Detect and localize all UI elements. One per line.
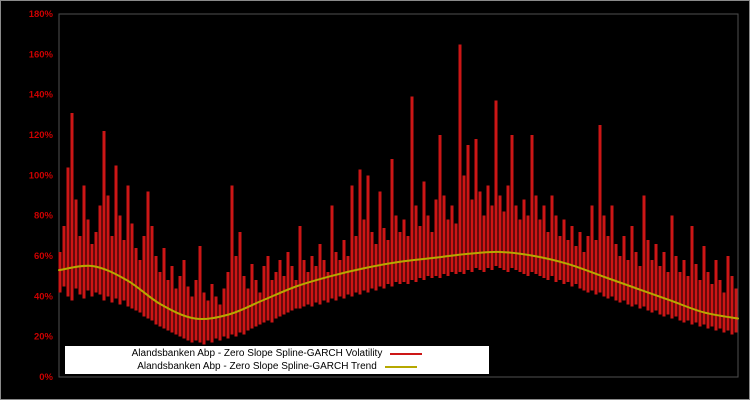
legend-label-trend: Alandsbanken Abp - Zero Slope Spline-GAR…: [137, 360, 377, 372]
legend: Alandsbanken Abp - Zero Slope Spline-GAR…: [65, 346, 489, 374]
y-axis-tick-label: 20%: [34, 332, 54, 343]
legend-label-volatility: Alandsbanken Abp - Zero Slope Spline-GAR…: [131, 347, 383, 359]
y-axis-tick-label: 60%: [34, 251, 54, 262]
y-axis-tick-label: 120%: [29, 130, 54, 141]
plot-border: [58, 13, 739, 378]
y-axis-tick-label: 80%: [34, 211, 54, 222]
volatility-series: [58, 44, 738, 345]
legend-item-volatility: Alandsbanken Abp - Zero Slope Spline-GAR…: [65, 348, 489, 360]
y-axis-tick-label: 0%: [39, 372, 53, 383]
y-axis-tick-label: 100%: [29, 170, 54, 181]
y-axis-tick-label: 180%: [29, 9, 54, 20]
legend-item-trend: Alandsbanken Abp - Zero Slope Spline-GAR…: [65, 361, 489, 373]
y-axis-tick-label: 140%: [29, 90, 54, 101]
trend-line: [58, 250, 739, 321]
legend-line-sample-volatility: [390, 352, 423, 355]
legend-line-sample-trend: [384, 365, 417, 368]
y-axis-tick-label: 40%: [34, 291, 54, 302]
y-axis-tick-label: 160%: [29, 49, 54, 60]
